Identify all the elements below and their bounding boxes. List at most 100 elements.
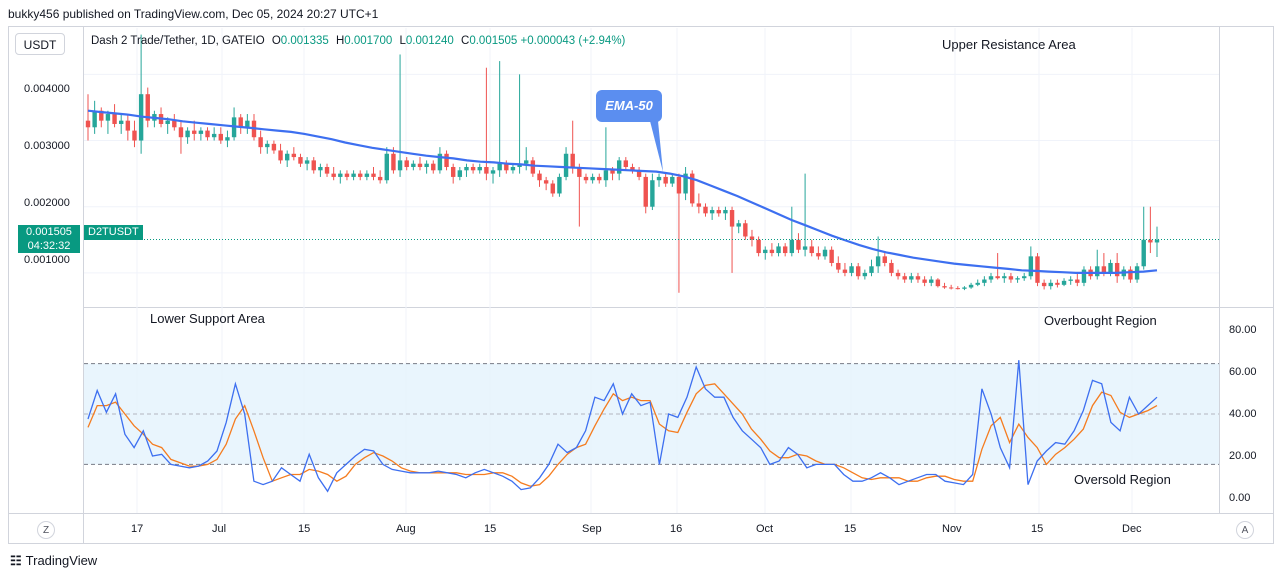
candle-body bbox=[1055, 282, 1060, 285]
candle-body bbox=[484, 167, 489, 174]
candle-body bbox=[922, 279, 927, 283]
legend-change: +0.000043 (+2.94%) bbox=[520, 35, 626, 47]
candle-body bbox=[1035, 256, 1040, 283]
candle-body bbox=[563, 153, 569, 177]
candle-body bbox=[338, 173, 343, 177]
tv-mark-icon: ☷ bbox=[10, 553, 22, 568]
osc-tick: 40.00 bbox=[1229, 408, 1257, 420]
osc-tick: 60.00 bbox=[1229, 366, 1257, 378]
candle-body bbox=[776, 246, 781, 254]
time-tick: 15 bbox=[298, 523, 311, 535]
auto-scale-button[interactable]: A bbox=[1236, 521, 1254, 539]
candle-body bbox=[982, 279, 987, 283]
candle-body bbox=[265, 143, 270, 148]
candle-body bbox=[205, 130, 210, 138]
candle-body bbox=[417, 163, 423, 167]
timezone-toggle-button[interactable]: Z bbox=[37, 521, 55, 539]
candle-body bbox=[391, 153, 396, 171]
candle-body bbox=[437, 153, 443, 171]
currency-button[interactable]: USDT bbox=[15, 33, 65, 55]
candle-body bbox=[915, 276, 921, 280]
candle-body bbox=[836, 262, 841, 270]
candle-body bbox=[802, 246, 808, 250]
candle-body bbox=[789, 239, 795, 254]
time-tick: Dec bbox=[1122, 523, 1142, 535]
candle-body bbox=[125, 120, 131, 131]
ohlc-legend: Dash 2 Trade/Tether, 1D, GATEIO O0.00133… bbox=[91, 35, 625, 47]
chart-frame bbox=[8, 26, 1274, 544]
candle-body bbox=[842, 269, 848, 273]
candle-body bbox=[218, 133, 223, 141]
candle-body bbox=[245, 120, 250, 128]
candle-body bbox=[616, 160, 622, 174]
candle-body bbox=[291, 153, 297, 158]
candle-body bbox=[736, 223, 741, 227]
last-price-value: 0.001505 bbox=[26, 226, 72, 238]
candle-body bbox=[1002, 276, 1007, 279]
candle-body bbox=[304, 160, 310, 164]
time-tick: 15 bbox=[1031, 523, 1044, 535]
candle-body bbox=[756, 239, 761, 254]
candle-body bbox=[590, 176, 595, 181]
ema-callout[interactable]: EMA-50 bbox=[596, 90, 662, 122]
upper-resistance-label: Upper Resistance Area bbox=[942, 37, 1076, 52]
candle-body bbox=[782, 246, 788, 254]
candle-body bbox=[716, 210, 721, 214]
candle-body bbox=[238, 117, 243, 128]
last-price-marker: 0.001505 04:32:32 bbox=[18, 225, 80, 253]
stoch-d-line bbox=[87, 383, 1158, 487]
legend-close-key: C bbox=[461, 35, 470, 47]
candle-body bbox=[178, 127, 184, 138]
time-tick: Aug bbox=[396, 523, 416, 535]
candle-body bbox=[1061, 280, 1067, 285]
candle-body bbox=[583, 176, 589, 181]
candle-body bbox=[1095, 266, 1100, 277]
candle-body bbox=[404, 160, 409, 167]
candle-body bbox=[477, 167, 482, 171]
candle-body bbox=[656, 176, 662, 181]
legend-symbol[interactable]: Dash 2 Trade/Tether, 1D, GATEIO bbox=[91, 35, 265, 47]
time-tick: 15 bbox=[844, 523, 857, 535]
candle-body bbox=[172, 120, 177, 128]
candle-body bbox=[510, 167, 516, 171]
time-tick: Nov bbox=[942, 523, 962, 535]
price-tick: 0.004000 bbox=[24, 83, 70, 95]
candle-body bbox=[258, 137, 263, 148]
legend-open-value: 0.001335 bbox=[280, 35, 329, 47]
time-tick: Oct bbox=[756, 523, 774, 535]
candle-body bbox=[284, 153, 290, 161]
candle-body bbox=[663, 176, 668, 184]
candle-body bbox=[364, 173, 370, 177]
candle-body bbox=[524, 160, 529, 164]
candle-body bbox=[995, 276, 1000, 279]
candle-body bbox=[610, 170, 615, 174]
candle-body bbox=[198, 130, 204, 134]
candle-body bbox=[132, 130, 137, 141]
candle-body bbox=[431, 163, 436, 171]
candle-body bbox=[557, 176, 562, 194]
candle-body bbox=[457, 170, 463, 177]
stoch-k-line bbox=[87, 360, 1158, 493]
tradingview-brand: TradingView bbox=[25, 553, 98, 568]
osc-tick: 80.00 bbox=[1229, 324, 1257, 336]
candle-body bbox=[358, 173, 363, 177]
price-tick: 0.002000 bbox=[24, 197, 70, 209]
candle-body bbox=[856, 266, 861, 277]
candle-body bbox=[749, 236, 755, 240]
candle-body bbox=[92, 110, 97, 128]
candle-body bbox=[690, 173, 695, 204]
candle-body bbox=[543, 180, 549, 184]
candle-body bbox=[889, 262, 894, 273]
candle-body bbox=[165, 120, 170, 124]
candle-body bbox=[1022, 276, 1027, 279]
candle-body bbox=[1154, 239, 1160, 243]
candle-body bbox=[278, 150, 283, 161]
publish-info: bukky456 published on TradingView.com, D… bbox=[8, 7, 379, 21]
candle-body bbox=[962, 287, 967, 289]
candle-body bbox=[99, 110, 104, 121]
candle-body bbox=[1041, 282, 1047, 287]
candle-body bbox=[869, 266, 874, 273]
candle-body bbox=[145, 94, 150, 121]
candle-body bbox=[311, 160, 316, 171]
